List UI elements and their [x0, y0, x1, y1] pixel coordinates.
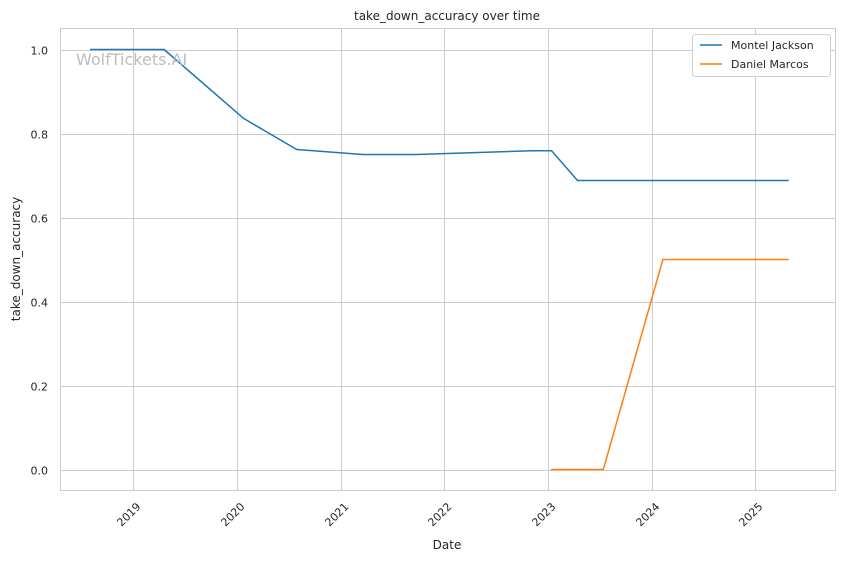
data-point-montel-jackson — [362, 153, 364, 156]
x-tick-label: 2023 — [529, 500, 558, 529]
data-point-daniel-marcos — [662, 258, 664, 261]
y-tick-label: 0.0 — [31, 465, 49, 478]
x-tick-label: 2020 — [218, 500, 247, 529]
data-point-daniel-marcos — [602, 468, 605, 471]
data-point-daniel-marcos — [550, 468, 553, 471]
watermark: WolfTickets.AI — [76, 50, 187, 69]
y-axis-label: take_down_accuracy — [9, 197, 23, 321]
x-tick-label: 2019 — [114, 500, 143, 529]
y-tick-label: 0.8 — [31, 129, 49, 142]
legend-label-daniel-marcos: Daniel Marcos — [731, 58, 809, 71]
data-point-montel-jackson — [787, 179, 789, 182]
data-point-montel-jackson — [550, 149, 553, 152]
x-tick-label: 2021 — [322, 500, 351, 529]
series-line-montel-jackson — [90, 48, 789, 182]
data-point-montel-jackson — [576, 179, 579, 182]
legend: Montel Jackson Daniel Marcos — [692, 34, 831, 77]
series-line-daniel-marcos — [551, 258, 789, 471]
data-point-montel-jackson — [530, 149, 533, 152]
x-tick-label: 2022 — [425, 500, 454, 529]
y-tick-label: 1.0 — [31, 45, 49, 58]
data-point-montel-jackson — [242, 117, 245, 120]
x-tick-label: 2024 — [633, 500, 662, 529]
y-ticks: 0.0 0.2 0.4 0.6 0.8 1.0 — [31, 45, 49, 478]
x-axis-label: Date — [433, 538, 462, 552]
data-point-montel-jackson — [163, 48, 165, 51]
data-point-daniel-marcos — [787, 258, 789, 261]
grid — [60, 28, 836, 491]
data-point-montel-jackson — [415, 153, 418, 156]
legend-label-montel-jackson: Montel Jackson — [731, 39, 814, 52]
series-lines — [89, 48, 789, 471]
chart-title: take_down_accuracy over time — [354, 9, 540, 23]
data-point-montel-jackson — [295, 148, 298, 151]
y-tick-label: 0.2 — [31, 381, 49, 394]
y-tick-label: 0.6 — [31, 213, 49, 226]
x-ticks: 2019 2020 2021 2022 2023 2024 2025 — [114, 500, 765, 529]
legend-box — [692, 34, 831, 77]
x-tick-label: 2025 — [736, 500, 765, 529]
y-tick-label: 0.4 — [31, 297, 49, 310]
data-point-montel-jackson — [89, 48, 92, 51]
